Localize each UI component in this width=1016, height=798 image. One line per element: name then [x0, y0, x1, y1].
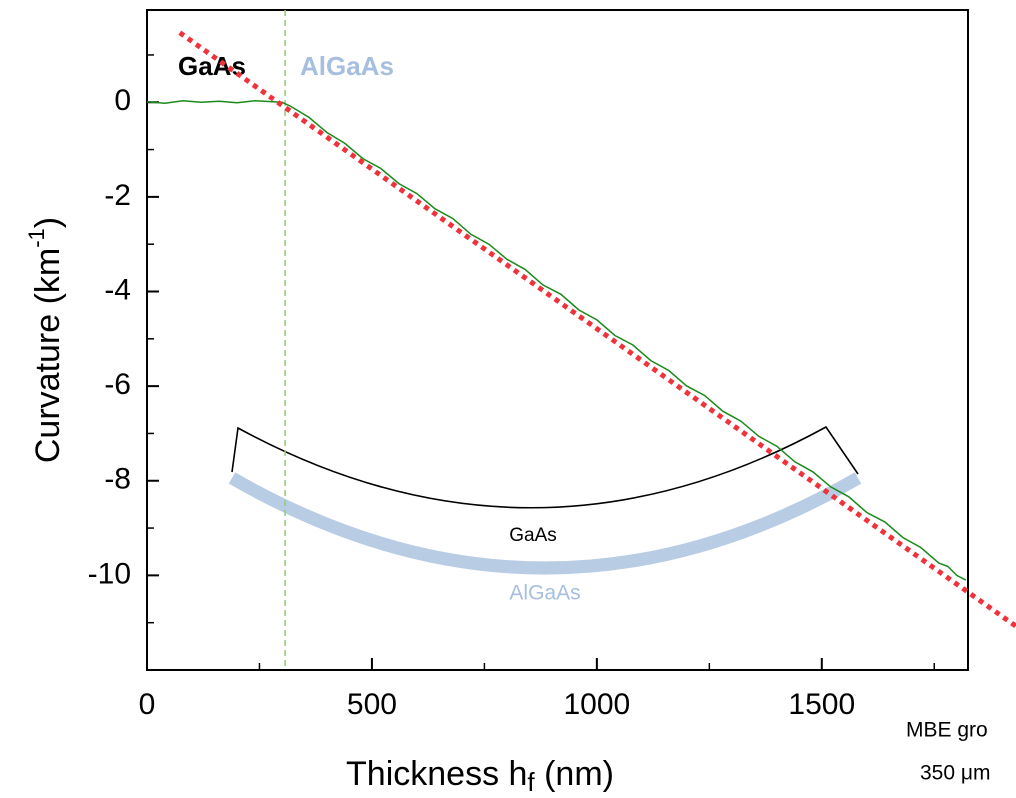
y-tick-label: 0 — [114, 84, 131, 117]
x-tick-label: 0 — [139, 688, 156, 721]
inset-label: AlGaAs — [509, 582, 580, 605]
note: 350 μm — [920, 762, 990, 785]
inset-algaas-layer — [228, 472, 862, 575]
y-axis-label-part: Curvature (km — [29, 248, 67, 463]
y-axis-label: Curvature (km-1) — [24, 217, 67, 463]
x-tick-label: 1000 — [563, 688, 630, 721]
y-tick-label: -4 — [104, 273, 131, 306]
inset-gaas-layer — [231, 425, 859, 509]
y-axis-label-sup: -1 — [24, 228, 49, 248]
x-tick-label: 500 — [347, 688, 397, 721]
x-axis-label: Thickness hf (nm) — [346, 755, 614, 797]
y-tick-label: -10 — [88, 557, 131, 590]
layer-label: AlGaAs — [300, 51, 394, 81]
y-tick-label: -2 — [104, 179, 131, 212]
x-tick-label: 1500 — [788, 688, 855, 721]
x-axis-label-part: Thickness h — [346, 755, 527, 793]
y-tick-label: -8 — [104, 463, 131, 496]
inset-label: GaAs — [509, 525, 557, 546]
layer-label: GaAs — [178, 51, 246, 81]
plot-frame — [146, 9, 969, 671]
y-axis-label-part: ) — [29, 217, 67, 228]
fit-line — [178, 30, 1016, 629]
x-axis-label-part: (nm) — [535, 755, 614, 793]
x-axis-label-sub: f — [527, 767, 535, 797]
y-tick-label: -6 — [104, 368, 131, 401]
note: MBE gro — [906, 719, 988, 742]
data-line — [146, 100, 967, 581]
